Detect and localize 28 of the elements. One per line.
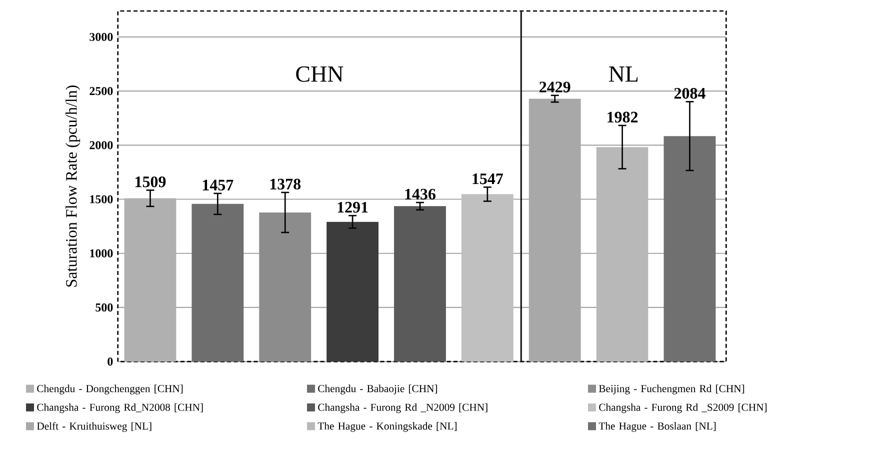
data-label: 1547 bbox=[472, 173, 504, 184]
data-label: 2084 bbox=[674, 88, 706, 98]
y-tick-label: 3000 bbox=[90, 32, 113, 41]
data-label: 1457 bbox=[202, 180, 234, 190]
y-tick-label: 2000 bbox=[90, 140, 113, 149]
legend-label: Changsha - Furong Rd _S2009 [CHN] bbox=[599, 403, 767, 413]
legend-label: Chengdu - Dongchenggen [CHN] bbox=[37, 384, 183, 394]
y-tick-label: 2500 bbox=[90, 86, 113, 95]
legend-label: Changsha - Furong Rd _N2009 [CHN] bbox=[318, 403, 488, 413]
annotation: NL bbox=[608, 66, 638, 82]
y-tick-label: 0 bbox=[108, 357, 113, 366]
annotation: CHN bbox=[296, 66, 344, 82]
legend-label: Changsha - Furong Rd_N2008 [CHN] bbox=[37, 403, 203, 413]
data-label: 1509 bbox=[136, 176, 166, 188]
legend-label: Chengdu - Babaojie [CHN] bbox=[318, 384, 437, 394]
data-label: 1378 bbox=[270, 178, 301, 190]
y-tick-label: 1500 bbox=[90, 194, 113, 204]
data-label: 1436 bbox=[405, 188, 436, 200]
legend-label: Delft - Kruithuisweg [NL] bbox=[36, 422, 152, 432]
data-label: 1982 bbox=[608, 112, 638, 122]
legend-label: Beijing - Fuchengmen Rd [CHN] bbox=[598, 384, 744, 394]
y-axis-title: Saturation Flow Rate (pcu/h/ln) bbox=[66, 85, 80, 286]
y-tick-label: 1000 bbox=[90, 249, 113, 258]
y-tick-label: 500 bbox=[96, 303, 113, 312]
legend-label: The Hague - Boslaan [NL] bbox=[598, 422, 716, 432]
legend-label: The Hague - Koningskade [NL] bbox=[318, 422, 457, 432]
data-label: 2429 bbox=[540, 81, 570, 92]
data-label: 1291 bbox=[338, 202, 368, 212]
